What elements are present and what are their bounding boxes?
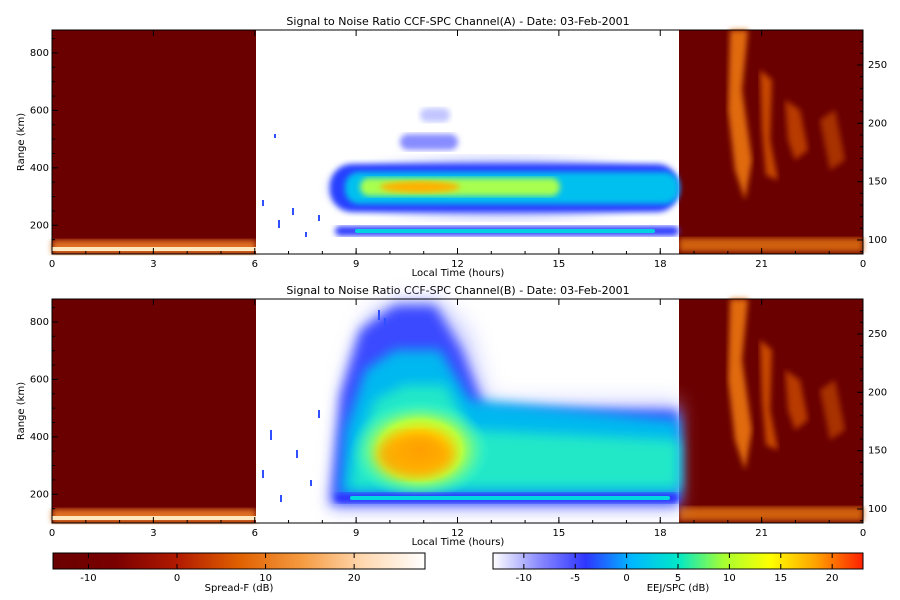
y-tick-label-right: 100: [868, 235, 887, 246]
x-tick-label: 0: [49, 259, 55, 270]
colorbar-tick-label: -10: [80, 573, 96, 584]
y-tick-label-left: 600: [30, 374, 49, 385]
y-tick-label-left: 400: [30, 432, 49, 443]
panel-a-noise-specks: [262, 134, 320, 237]
x-tick-label: 3: [150, 528, 156, 539]
x-tick-label: 12: [451, 259, 464, 270]
panel-channel-b: Signal to Noise Ratio CCF-SPC Channel(B)…: [16, 284, 887, 548]
panel-b-xlabel: Local Time (hours): [412, 537, 505, 548]
panel-a-axes: 0 3 6 9 12 15 18 21 0 200 400 600 800 100 150 200 250: [30, 29, 887, 270]
x-tick-label: 12: [451, 528, 464, 539]
panel-a-ylabel: Range (km): [16, 113, 27, 171]
y-tick-label-right: 250: [868, 60, 887, 71]
y-tick-label-left: 200: [30, 489, 49, 500]
panel-b-ylabel: Range (km): [16, 382, 27, 440]
panel-channel-a: Signal to Noise Ratio CCF-SPC Channel(A)…: [16, 15, 887, 279]
x-tick-label: 6: [252, 259, 258, 270]
y-tick-label-right: 250: [868, 329, 887, 340]
y-tick-label-right: 150: [868, 177, 887, 188]
colorbar-tick-label: 0: [623, 573, 629, 584]
y-tick-label-left: 800: [30, 317, 49, 328]
colorbar-tick-label: -10: [516, 573, 532, 584]
panel-b-title: Signal to Noise Ratio CCF-SPC Channel(B)…: [286, 284, 629, 297]
panel-a-spread-f-right: [679, 30, 863, 254]
colorbar-tick-label: 20: [348, 573, 361, 584]
panel-b-spread-f-left: [52, 299, 256, 523]
y-tick-label-right: 200: [868, 387, 887, 398]
colorbar-eej-spc-ticks: -10 -5 0 5 10 15 20: [516, 553, 839, 584]
x-tick-label: 3: [150, 259, 156, 270]
colorbar-spread-f-ticks: -10 0 10 20: [80, 553, 361, 584]
panel-b-eej-region: [256, 299, 679, 523]
colorbar-tick-label: -5: [570, 573, 580, 584]
x-tick-label: 21: [755, 259, 768, 270]
y-tick-label-left: 200: [30, 220, 49, 231]
x-tick-label: 18: [654, 528, 667, 539]
colorbar-spread-f-strip: [52, 552, 426, 570]
y-tick-label-right: 150: [868, 446, 887, 457]
panel-a-title: Signal to Noise Ratio CCF-SPC Channel(A)…: [286, 15, 629, 28]
x-tick-label: 0: [860, 528, 866, 539]
panel-a-spread-f-left: [52, 30, 256, 254]
x-tick-label: 9: [353, 528, 359, 539]
panel-b-spread-f-right: [679, 299, 863, 523]
x-tick-label: 6: [252, 528, 258, 539]
colorbar-spread-f-label: Spread-F (dB): [205, 583, 274, 594]
colorbar-tick-label: 20: [826, 573, 839, 584]
colorbar-tick-label: 0: [174, 573, 180, 584]
colorbar-spread-f: -10 0 10 20 Spread-F (dB): [52, 552, 426, 594]
x-tick-label: 18: [654, 259, 667, 270]
panel-b-axes: 0 3 6 9 12 15 18 21 0 200 400 600 800 100 150 200 250: [30, 298, 887, 539]
colorbar-tick-label: 10: [259, 573, 272, 584]
colorbar-tick-label: 5: [675, 573, 681, 584]
panel-b-heatmap: [52, 299, 863, 523]
x-tick-label: 15: [553, 528, 566, 539]
panel-a-heatmap: [52, 30, 863, 254]
panel-b-noise-specks: [262, 310, 386, 502]
colorbar-tick-label: 15: [774, 573, 787, 584]
x-tick-label: 0: [49, 528, 55, 539]
panel-a-xlabel: Local Time (hours): [412, 268, 505, 279]
colorbar-eej-spc-label: EEJ/SPC (dB): [647, 583, 710, 594]
y-tick-label-left: 400: [30, 163, 49, 174]
y-tick-label-right: 200: [868, 118, 887, 129]
y-tick-label-left: 600: [30, 105, 49, 116]
x-tick-label: 9: [353, 259, 359, 270]
x-tick-label: 21: [755, 528, 768, 539]
x-tick-label: 0: [860, 259, 866, 270]
panel-a-eej-region: [256, 30, 679, 254]
x-tick-label: 15: [553, 259, 566, 270]
y-tick-label-left: 800: [30, 48, 49, 59]
colorbar-tick-label: 10: [723, 573, 736, 584]
colorbar-eej-spc: -10 -5 0 5 10 15 20 EEJ/SPC (dB): [492, 552, 864, 594]
y-tick-label-right: 100: [868, 504, 887, 515]
